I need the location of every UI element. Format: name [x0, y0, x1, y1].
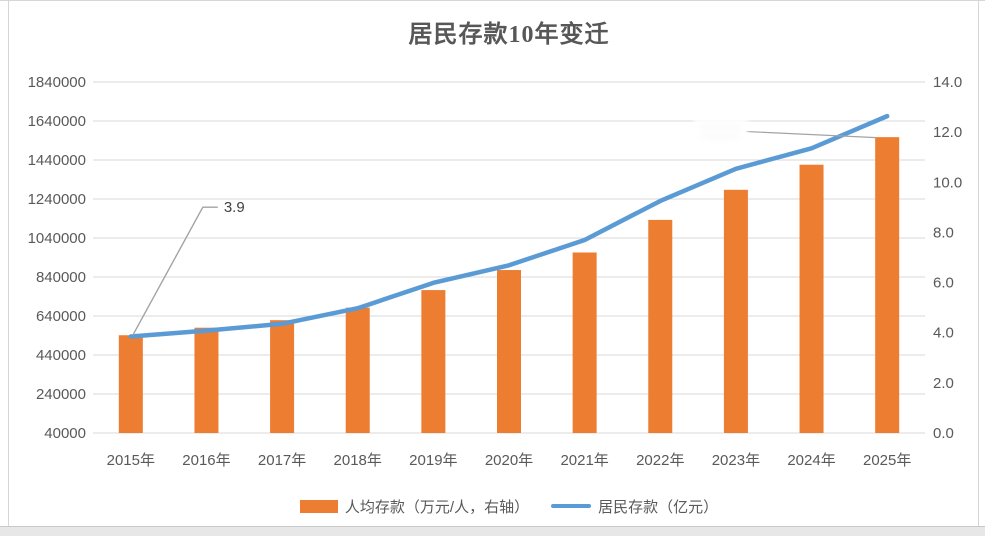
deposits-line	[128, 113, 890, 339]
x-axis-category-label: 2025年	[863, 452, 911, 469]
annotation-leader-line	[132, 206, 218, 336]
left-axis-tick-label: 840000	[36, 269, 86, 286]
left-axis-tick-label: 1440000	[28, 152, 86, 169]
right-axis-tick-label: 14.0	[933, 74, 962, 91]
bar	[497, 270, 521, 433]
bar	[118, 335, 143, 433]
x-axis-category-label: 2017年	[258, 452, 306, 469]
left-axis-tick-label: 640000	[36, 308, 86, 325]
legend-label-line-series: 居民存款（亿元）	[598, 498, 719, 516]
page-bottom-strip	[0, 527, 985, 536]
blurred-annotation-leader-line	[745, 130, 877, 139]
x-axis-category-label: 2018年	[334, 452, 382, 469]
x-axis-category-label: 2019年	[409, 452, 457, 469]
bar	[875, 137, 900, 433]
frame-border-right	[978, 0, 979, 527]
bar-series-group	[118, 137, 900, 433]
annotations-group: 3.9	[132, 118, 877, 336]
chart-legend: 人均存款（万元/人，右轴） 居民存款（亿元）	[93, 493, 925, 519]
x-axis-category-label: 2024年	[787, 452, 835, 469]
line-series-group	[128, 113, 890, 339]
left-axis-tick-label: 1040000	[28, 230, 86, 247]
frame-border-bottom	[0, 526, 985, 527]
frame-border-left	[8, 0, 9, 527]
left-axis-tick-label: 40000	[44, 425, 86, 442]
frame-border-top	[0, 0, 985, 1]
x-axis-category-label: 2021年	[560, 452, 608, 469]
annotation-value-label: 3.9	[224, 199, 245, 216]
legend-item-line-series: 居民存款（亿元）	[551, 496, 718, 517]
chart-title: 居民存款10年变迁	[408, 22, 610, 48]
bar	[270, 320, 295, 433]
bar	[799, 164, 824, 433]
line-series-swatch-icon	[551, 504, 592, 508]
x-axis-category-label: 2020年	[485, 452, 533, 469]
x-axis-category-label: 2022年	[636, 452, 684, 469]
blurred-label-whiteout	[694, 118, 748, 145]
left-axis-tick-label: 240000	[36, 386, 86, 403]
bar	[421, 290, 446, 433]
bar-series-swatch-icon	[299, 499, 338, 513]
right-axis-tick-label: 10.0	[933, 174, 962, 191]
legend-item-bar-series: 人均存款（万元/人，右轴）	[299, 496, 530, 517]
bar	[648, 219, 673, 433]
right-axis-tick-label: 12.0	[933, 124, 962, 141]
right-axis-tick-label: 4.0	[933, 325, 954, 342]
x-axis-category-label: 2023年	[712, 452, 760, 469]
left-axis-tick-label: 1240000	[28, 191, 86, 208]
left-axis-tick-label: 1840000	[28, 74, 86, 91]
bar	[572, 252, 597, 433]
legend-label-bar-series: 人均存款（万元/人，右轴）	[344, 498, 530, 516]
right-axis-tick-label: 6.0	[933, 275, 954, 292]
right-axis-tick-label: 8.0	[933, 224, 954, 241]
x-axis-category-label: 2016年	[182, 452, 230, 469]
right-axis-tick-label: 0.0	[933, 425, 954, 442]
left-axis-tick-label: 440000	[36, 347, 86, 364]
bar	[723, 189, 748, 433]
bar	[194, 327, 219, 433]
left-axis-tick-label: 1640000	[28, 113, 86, 130]
right-axis-tick-label: 2.0	[933, 375, 954, 392]
axis-labels-group: 1840000 1640000 1440000 1240000 1040000 84000…	[28, 74, 963, 469]
x-axis-category-label: 2015年	[107, 452, 155, 469]
bar	[345, 307, 370, 433]
